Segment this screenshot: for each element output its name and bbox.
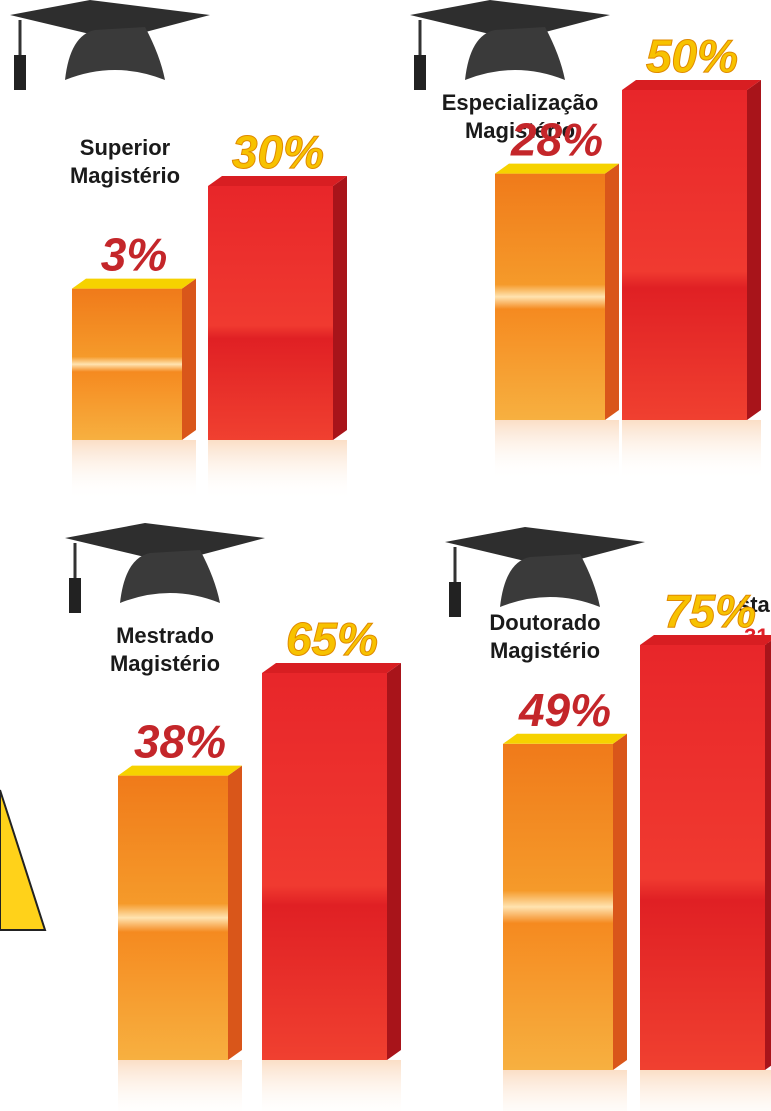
bar-side [333,176,347,440]
fragment: sta [738,592,771,617]
bar-side [765,640,771,1070]
bar-top [622,80,761,90]
cap-board [65,523,265,563]
cap-board [445,527,645,567]
value-label: 38% [134,716,226,768]
bar-side [747,80,761,420]
bar-top [208,176,347,186]
group-label: Especialização [442,90,599,115]
bar-reflection [495,420,619,480]
bar-reflection [262,1060,401,1111]
bar [495,173,605,420]
bar-reflection [118,1060,242,1111]
group-label: Doutorado [489,610,600,635]
tassel [14,55,26,90]
bar-side [182,278,196,440]
group-label: Magistério [490,638,600,663]
bar [72,288,182,440]
group-label: Magistério [70,163,180,188]
bar-side [228,765,242,1060]
bar-top [72,278,196,289]
group-label: Magistério [465,118,575,143]
tassel [414,55,426,90]
value-label: 50% [646,30,738,82]
cap-base [65,27,165,80]
bar-top [495,163,619,174]
bar [622,90,747,420]
bar [262,673,387,1060]
group-label: Magistério [110,651,220,676]
value-label: 3% [101,229,167,281]
cap-base [120,550,220,603]
bar-top [262,663,401,673]
value-label: 30% [232,126,324,178]
bar-top [640,635,771,645]
value-label: 28% [510,114,603,166]
tassel [449,582,461,617]
bar [208,186,333,440]
value-label: 49% [518,684,611,736]
bar [118,775,228,1060]
bar-top [118,765,242,776]
triangle [0,789,47,931]
bar-reflection [503,1070,627,1111]
group-label: Superior [80,135,171,160]
cap-board [10,0,210,40]
cap-base [500,554,600,607]
bar-reflection [72,440,196,500]
bar [503,743,613,1070]
value-label: 65% [286,613,378,665]
tassel [69,578,81,613]
bar [640,645,765,1070]
bar-side [613,733,627,1070]
value-label: 75% [664,585,756,637]
bar-reflection [640,1070,771,1111]
bar-side [387,663,401,1060]
bar-reflection [208,440,347,500]
bar-top [503,733,627,744]
group-label: Mestrado [116,623,214,648]
cap-board [410,0,610,40]
bar-side [605,163,619,420]
bar-reflection [622,420,761,480]
cap-base [465,27,565,80]
